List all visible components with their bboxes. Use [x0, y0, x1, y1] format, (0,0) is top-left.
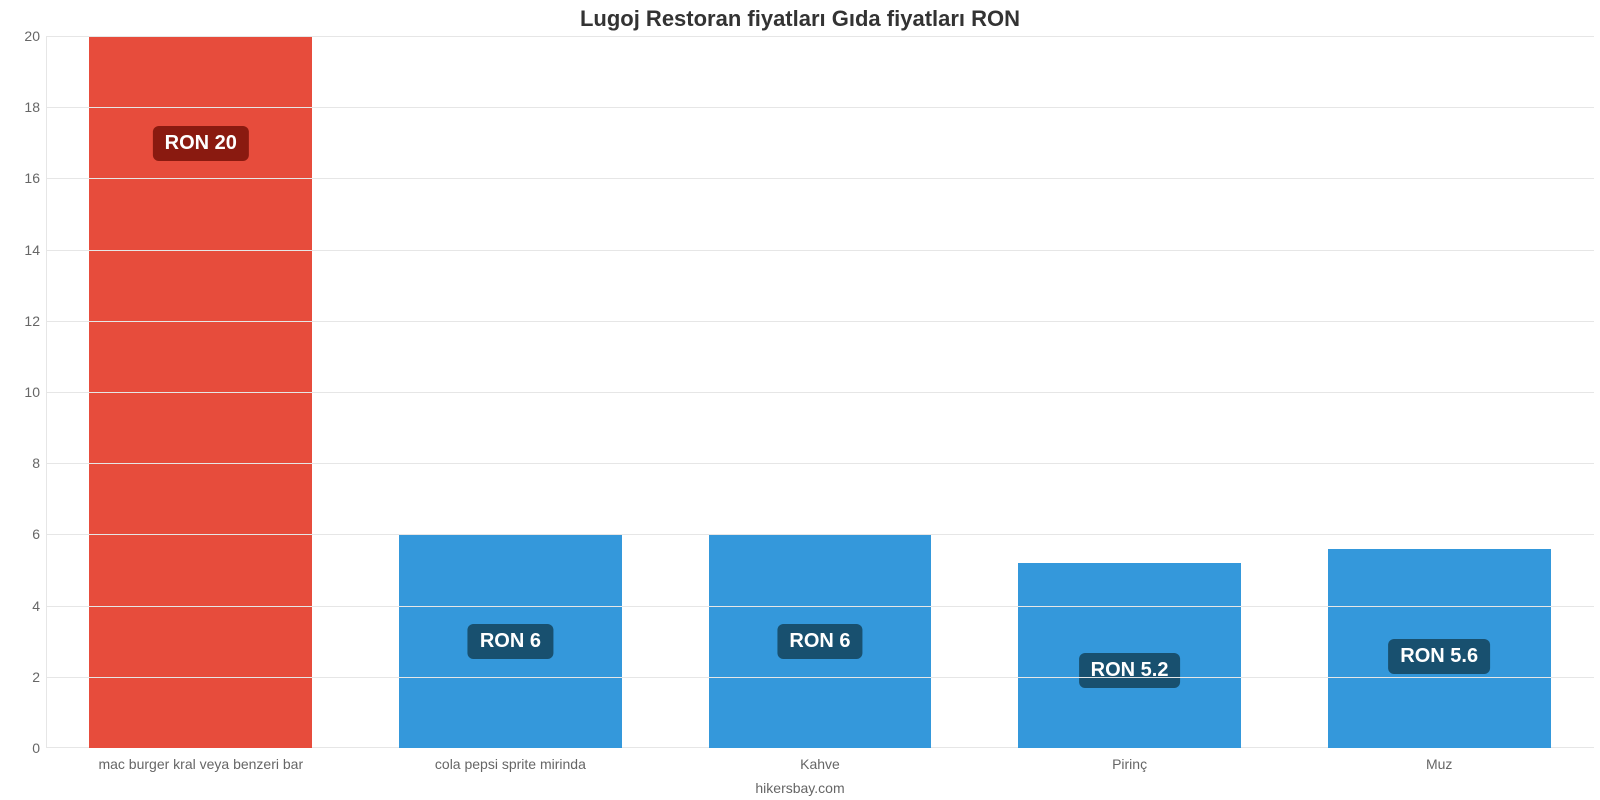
grid-line: [46, 36, 1594, 37]
bar: RON 5.6: [1328, 549, 1551, 748]
bar-value-label: RON 5.2: [1079, 653, 1181, 688]
grid-line: [46, 321, 1594, 322]
plot-area: RON 20 RON 6 RON 6 RON 5.2 RON 5.6: [46, 36, 1594, 748]
y-tick-label: 18: [0, 99, 40, 115]
y-tick-label: 8: [0, 455, 40, 471]
bar: RON 6: [709, 534, 932, 748]
x-axis-label: Muz: [1284, 756, 1594, 772]
x-labels-row: mac burger kral veya benzeri barcola pep…: [46, 756, 1594, 772]
grid-line: [46, 463, 1594, 464]
grid-line: [46, 178, 1594, 179]
x-axis-label: mac burger kral veya benzeri bar: [46, 756, 356, 772]
bar-value-label: RON 6: [777, 624, 862, 659]
x-axis-label: Kahve: [665, 756, 975, 772]
grid-line: [46, 392, 1594, 393]
chart-title: Lugoj Restoran fiyatları Gıda fiyatları …: [0, 6, 1600, 32]
bar-value-label: RON 6: [468, 624, 553, 659]
grid-line: [46, 250, 1594, 251]
grid-line: [46, 107, 1594, 108]
bar: RON 5.2: [1018, 563, 1241, 748]
y-tick-label: 14: [0, 242, 40, 258]
chart-credit: hikersbay.com: [0, 780, 1600, 796]
y-tick-label: 20: [0, 28, 40, 44]
y-tick-label: 4: [0, 598, 40, 614]
y-tick-label: 10: [0, 384, 40, 400]
y-tick-label: 12: [0, 313, 40, 329]
grid-line: [46, 606, 1594, 607]
y-tick-label: 6: [0, 526, 40, 542]
x-axis-label: cola pepsi sprite mirinda: [356, 756, 666, 772]
x-axis-label: Pirinç: [975, 756, 1285, 772]
y-tick-label: 2: [0, 669, 40, 685]
chart-container: Lugoj Restoran fiyatları Gıda fiyatları …: [0, 0, 1600, 800]
y-tick-label: 0: [0, 740, 40, 756]
y-tick-label: 16: [0, 170, 40, 186]
grid-line: [46, 677, 1594, 678]
bar-value-label: RON 20: [153, 126, 249, 161]
bar-value-label: RON 5.6: [1388, 639, 1490, 674]
bar: RON 6: [399, 534, 622, 748]
grid-line: [46, 534, 1594, 535]
